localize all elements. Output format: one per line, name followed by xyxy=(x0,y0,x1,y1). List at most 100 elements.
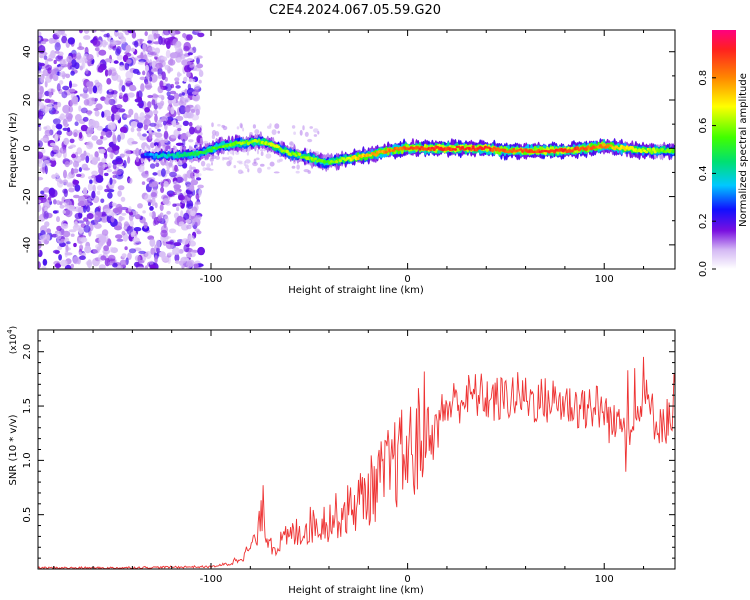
noise-speck xyxy=(94,223,102,229)
noise-speck xyxy=(149,238,156,247)
noise-speck xyxy=(92,85,98,94)
noise-speck xyxy=(186,34,193,41)
noise-speck xyxy=(164,113,171,118)
noise-speck xyxy=(177,71,181,78)
noise-speck xyxy=(84,46,89,56)
noise-speck xyxy=(58,254,62,261)
noise-speck xyxy=(68,229,77,233)
noise-speck xyxy=(137,132,142,137)
noise-speck xyxy=(147,202,152,207)
noise-speck xyxy=(61,35,68,44)
noise-speck xyxy=(68,106,74,113)
colorbar: 0.0 0.2 0.4 0.6 0.8 Normalized spectral ampl… xyxy=(698,30,749,277)
colorbar-gradient xyxy=(712,30,736,269)
noise-speck xyxy=(62,127,69,131)
noise-speck xyxy=(252,124,256,129)
signal-cell xyxy=(142,155,146,158)
noise-speck xyxy=(52,74,59,82)
noise-speck xyxy=(135,147,140,157)
noise-speck xyxy=(170,134,179,139)
noise-speck xyxy=(114,225,122,231)
noise-speck xyxy=(72,95,79,105)
noise-speck xyxy=(269,123,272,127)
noise-speck xyxy=(83,204,87,213)
noise-speck xyxy=(62,210,66,214)
noise-speck xyxy=(222,125,228,131)
signal-cell xyxy=(278,147,282,151)
noise-speck xyxy=(127,156,131,164)
noise-speck xyxy=(64,249,69,258)
chart-title: C2E4.2024.067.05.59.G20 xyxy=(269,3,441,18)
noise-speck xyxy=(49,142,56,147)
noise-speck xyxy=(181,59,190,66)
noise-speck xyxy=(107,261,114,266)
noise-speck xyxy=(182,120,189,127)
noise-speck xyxy=(40,76,44,83)
noise-speck xyxy=(129,220,134,227)
signal-cell xyxy=(650,150,654,155)
noise-speck xyxy=(63,137,70,146)
noise-speck xyxy=(94,151,99,158)
colorbar-tick-label: 0.6 xyxy=(698,118,709,134)
noise-speck xyxy=(175,142,184,146)
noise-speck xyxy=(54,42,61,52)
snr-multiplier-exponent: 4 xyxy=(6,329,14,334)
noise-speck xyxy=(180,256,189,262)
noise-speck xyxy=(274,123,280,129)
noise-speck xyxy=(113,60,119,64)
noise-speck xyxy=(154,47,161,54)
noise-speck xyxy=(161,115,169,123)
noise-speck xyxy=(189,164,193,172)
noise-speck xyxy=(42,258,47,266)
noise-speck xyxy=(66,174,72,180)
noise-speck xyxy=(79,200,85,205)
noise-speck xyxy=(68,187,75,193)
noise-speck xyxy=(194,104,201,112)
noise-speck xyxy=(160,186,165,193)
noise-speck xyxy=(106,93,114,98)
noise-speck xyxy=(190,108,196,113)
noise-speck xyxy=(132,237,140,243)
noise-speck xyxy=(175,176,184,183)
noise-speck xyxy=(183,76,188,83)
noise-speck xyxy=(196,55,203,59)
noise-speck xyxy=(53,199,57,205)
noise-speck xyxy=(56,216,60,223)
noise-speck xyxy=(147,40,152,44)
snr-axes: -100 0 100 0.5 1.0 1.5 2.0 xyxy=(22,330,675,585)
noise-speck xyxy=(105,129,113,138)
noise-speck xyxy=(200,160,206,167)
noise-speck xyxy=(265,153,272,159)
noise-speck xyxy=(157,128,161,132)
noise-speck xyxy=(86,54,94,61)
noise-speck xyxy=(240,123,243,129)
noise-speck xyxy=(108,43,113,50)
signal-cell xyxy=(384,150,388,154)
noise-speck xyxy=(147,94,153,99)
noise-speck xyxy=(76,147,83,155)
noise-speck xyxy=(111,211,115,217)
noise-speck xyxy=(100,255,107,261)
noise-speck xyxy=(151,60,156,69)
noise-speck xyxy=(163,37,171,45)
noise-speck xyxy=(126,59,132,64)
noise-speck xyxy=(41,193,48,198)
noise-speck xyxy=(190,78,196,83)
noise-speck xyxy=(260,149,264,152)
noise-speck xyxy=(110,41,118,45)
noise-speck xyxy=(152,110,159,115)
noise-speck xyxy=(167,59,176,66)
signal-cell xyxy=(338,159,342,163)
y-tick-label: 0.5 xyxy=(22,507,33,523)
noise-speck xyxy=(255,157,260,161)
noise-speck xyxy=(109,177,113,185)
spectrogram-marks xyxy=(38,30,675,269)
noise-speck xyxy=(107,189,115,193)
snr-multiplier-close: ) xyxy=(9,326,19,330)
noise-speck xyxy=(149,122,157,127)
x-tick-label: -100 xyxy=(200,574,223,585)
noise-speck xyxy=(140,83,145,92)
signal-cell xyxy=(193,151,197,155)
noise-speck xyxy=(271,129,277,136)
noise-speck xyxy=(163,181,169,188)
